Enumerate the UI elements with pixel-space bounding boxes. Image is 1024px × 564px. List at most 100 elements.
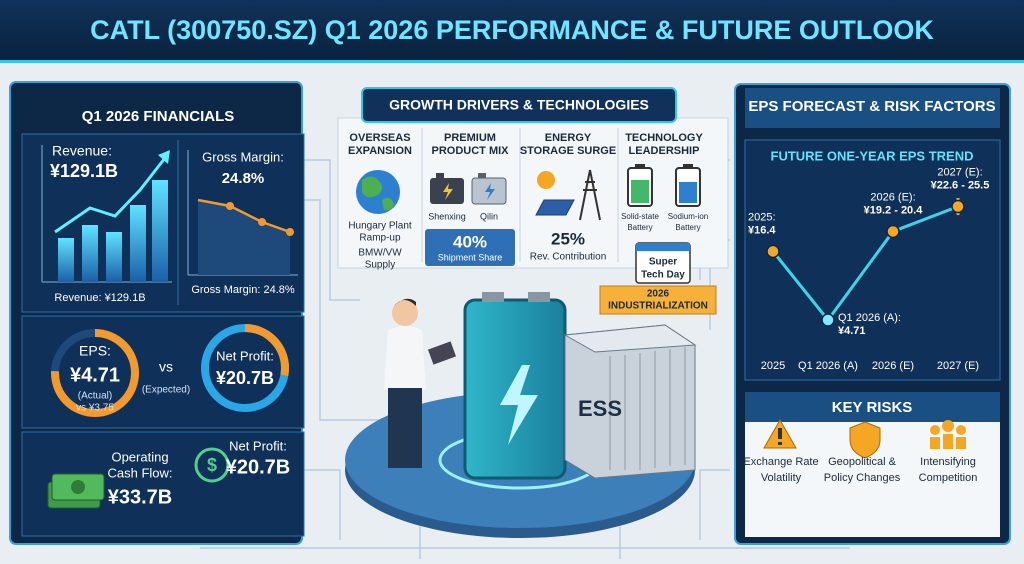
- comparison: vs: [159, 359, 173, 375]
- cash-icon: [47, 473, 105, 509]
- chart-caption: Revenue: ¥129.1B: [54, 292, 145, 304]
- metric-value: 24.8%: [222, 170, 265, 187]
- point-value: ¥22.6 - 25.5: [931, 179, 990, 191]
- stat-box: [425, 229, 515, 266]
- title-rule: [0, 60, 1024, 63]
- risk-label: Geopolitical &: [828, 456, 897, 468]
- panel-title: Q1 2026 FINANCIALS: [82, 108, 235, 125]
- panel-title: EPS FORECAST & RISK FACTORS: [748, 98, 995, 115]
- product-name: Solid-state: [621, 212, 659, 221]
- event-label: Tech Day: [641, 270, 685, 281]
- driver-title: LEADERSHIP: [629, 145, 700, 157]
- title-banner: [0, 0, 1024, 62]
- metric-value: ¥20.7B: [216, 368, 274, 388]
- metric-value: ¥4.71: [70, 364, 120, 386]
- metric-label: Net Profit:: [229, 438, 287, 453]
- profit-icon: $: [194, 447, 230, 483]
- person: [384, 298, 457, 468]
- svg-text:$: $: [207, 455, 217, 475]
- risks-header: [745, 392, 1000, 422]
- stat-value: 25%: [551, 229, 585, 248]
- metric-value: ¥20.7B: [226, 456, 291, 478]
- trend-point: [766, 244, 780, 259]
- trend-segment: [892, 205, 959, 233]
- risk-label: Exchange Rate: [743, 456, 818, 468]
- margin-line: [187, 150, 298, 276]
- battery-icons: [430, 173, 507, 205]
- globe-icon: [356, 170, 400, 214]
- metric-label: Net Profit:: [216, 348, 274, 363]
- point-label: 2027 (E):: [937, 166, 982, 178]
- point-label: Q1 2026 (A):: [838, 312, 901, 324]
- ess-label: ESS: [578, 396, 622, 421]
- stat-label: Shipment Share: [438, 252, 503, 262]
- big-battery: [463, 292, 567, 480]
- texts: CATL (300750.SZ) Q1 2026 PERFORMANCE & F…: [50, 15, 996, 508]
- product-name: Sodium-ion: [668, 212, 708, 221]
- tech-battery-icons: [627, 164, 701, 207]
- driver-text: BMW/VW: [358, 248, 402, 259]
- driver-title: PREMIUM: [444, 132, 496, 144]
- chart-caption: Gross Margin: 24.8%: [191, 284, 295, 296]
- driver-title: EXPANSION: [348, 145, 412, 157]
- ess-container: [563, 324, 697, 479]
- trend-segment: [771, 250, 830, 321]
- driver-text: Hungary Plant: [348, 221, 412, 232]
- financials-mid-box: [21, 315, 305, 429]
- eps-trend: [766, 198, 965, 327]
- driver-title: ENERGY: [545, 132, 592, 144]
- point-value: ¥16.4: [748, 224, 776, 236]
- driver-text: Ramp-up: [359, 233, 401, 244]
- eps-ring: [51, 329, 139, 417]
- trend-point: [821, 313, 835, 327]
- stat-value: 40%: [453, 232, 487, 251]
- x-label: 2025: [761, 360, 785, 372]
- metric-label: EPS:: [79, 343, 111, 359]
- banner-text: 2026: [647, 289, 670, 300]
- metric-label: Gross Margin:: [202, 149, 284, 164]
- point-label: 2025:: [748, 211, 776, 223]
- risk-label: Volatility: [761, 472, 802, 484]
- comparison-note: (Expected): [142, 385, 190, 396]
- chart-title: FUTURE ONE-YEAR EPS TREND: [771, 148, 974, 163]
- drivers-header: [361, 87, 677, 123]
- driver-text: Supply: [365, 260, 396, 271]
- outlook-header: [745, 88, 1000, 128]
- product-name: Shenxing: [428, 211, 466, 221]
- page-title: CATL (300750.SZ) Q1 2026 PERFORMANCE & F…: [90, 15, 934, 45]
- industrialization-banner: [599, 285, 717, 315]
- profit-ring-accent: [201, 324, 289, 412]
- metric-note: vs ¥3.75: [76, 403, 114, 414]
- metric-value: ¥33.7B: [108, 486, 173, 508]
- driver-title: PRODUCT MIX: [432, 145, 510, 157]
- stat-label: Rev. Contribution: [530, 252, 607, 263]
- risk-label: Competition: [919, 472, 978, 484]
- x-label: Q1 2026 (A): [798, 360, 858, 372]
- metric-label: Cash Flow:: [107, 465, 172, 480]
- driver-dividers: [421, 128, 619, 262]
- metric-label: Revenue:: [52, 143, 112, 159]
- product-name: Battery: [627, 223, 652, 232]
- revenue-bars: [41, 145, 172, 283]
- driver-title: OVERSEAS: [349, 132, 410, 144]
- point-value: ¥4.71: [838, 325, 866, 337]
- calendar-header: [636, 243, 690, 251]
- solar-icon: [535, 169, 601, 221]
- section-title: KEY RISKS: [832, 399, 913, 416]
- product-name: Battery: [675, 223, 700, 232]
- point-value: ¥19.2 - 20.4: [864, 204, 924, 216]
- trend-point: [886, 224, 900, 239]
- x-label: 2027 (E): [937, 360, 979, 372]
- product-name: Qilin: [480, 211, 498, 221]
- event-label: Super: [649, 257, 677, 268]
- risk-label: Intensifying: [920, 456, 976, 468]
- point-label: 2026 (E):: [870, 191, 915, 203]
- banner-text: INDUSTRIALIZATION: [608, 301, 708, 312]
- metric-note: (Actual): [78, 391, 112, 402]
- risk-icons: [763, 418, 966, 459]
- risk-label: Policy Changes: [824, 472, 901, 484]
- driver-title: TECHNOLOGY: [625, 132, 703, 144]
- section-title: GROWTH DRIVERS & TECHNOLOGIES: [389, 97, 649, 113]
